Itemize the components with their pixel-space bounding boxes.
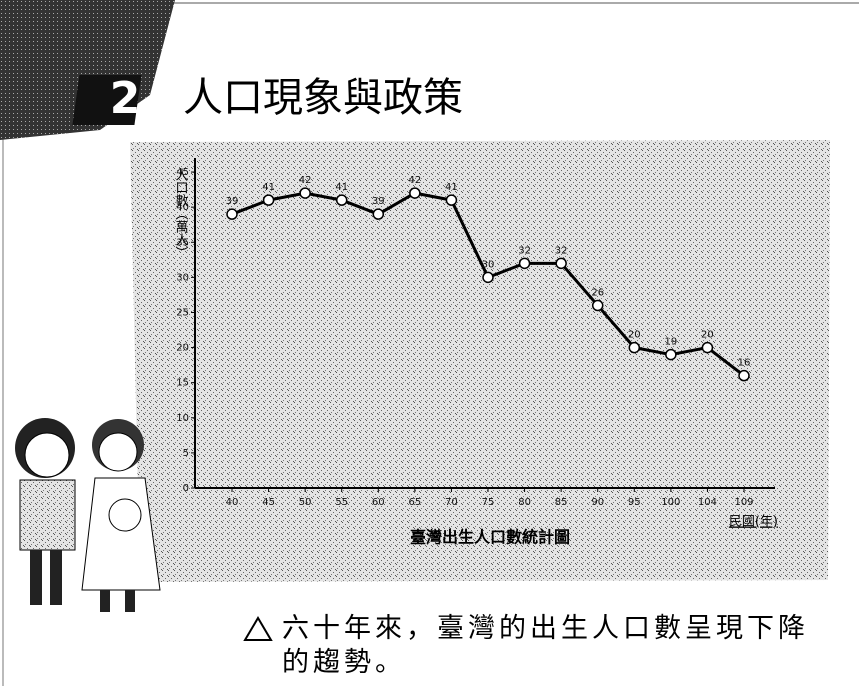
x-tick-label: 60 xyxy=(372,497,385,508)
x-tick-label: 65 xyxy=(408,497,421,508)
illustration xyxy=(15,418,160,612)
value-label: 42 xyxy=(408,175,421,186)
x-tick-label: 80 xyxy=(518,497,531,508)
y-tick-label: 20 xyxy=(176,343,189,354)
point xyxy=(520,258,530,268)
y-tick-label: 0 xyxy=(183,483,189,494)
point xyxy=(264,195,274,205)
value-label: 16 xyxy=(738,358,751,369)
x-tick-label: 70 xyxy=(445,497,458,508)
value-label: 41 xyxy=(335,182,348,193)
point xyxy=(483,272,493,282)
x-tick-label: 85 xyxy=(555,497,568,508)
value-label: 26 xyxy=(591,287,604,298)
point xyxy=(593,300,603,310)
point xyxy=(300,188,310,198)
point xyxy=(629,343,639,353)
value-label: 19 xyxy=(664,337,677,348)
value-label: 41 xyxy=(262,182,275,193)
chart-title: 臺灣出生人口數統計圖 xyxy=(410,528,570,547)
value-label: 32 xyxy=(518,245,531,256)
point xyxy=(739,371,749,381)
point xyxy=(556,258,566,268)
point xyxy=(373,209,383,219)
y-tick-label: 15 xyxy=(176,378,189,389)
section-number: 2 xyxy=(110,73,141,124)
y-tick-label: 25 xyxy=(176,307,189,318)
point xyxy=(227,209,237,219)
x-tick-label: 104 xyxy=(698,497,717,508)
caption-box: 六十年來，臺灣的出生人口數呈現下降的趨勢。 xyxy=(282,612,822,682)
value-label: 20 xyxy=(628,330,641,341)
caption-icon xyxy=(245,618,271,640)
value-label: 42 xyxy=(299,175,312,186)
point xyxy=(666,350,676,360)
point xyxy=(702,343,712,353)
value-label: 39 xyxy=(226,196,239,207)
value-label: 41 xyxy=(445,182,458,193)
point xyxy=(446,195,456,205)
value-label: 20 xyxy=(701,330,714,341)
x-tick-label: 95 xyxy=(628,497,641,508)
section-title: 人口現象與政策 xyxy=(183,75,463,121)
x-tick-label: 109 xyxy=(734,497,753,508)
y-tick-label: 5 xyxy=(183,448,189,459)
page: 2 人口現象與政策 六十年來，臺灣的出生人口數呈現下降的趨勢。 0 5 10 15 20… xyxy=(0,0,859,686)
y-axis-label: 人口數（萬人） xyxy=(173,168,189,259)
x-tick-label: 75 xyxy=(482,497,495,508)
y-tick-label: 30 xyxy=(176,272,189,283)
x-tick-label: 45 xyxy=(262,497,275,508)
value-label: 39 xyxy=(372,196,385,207)
x-tick-label: 40 xyxy=(226,497,239,508)
x-tick-label: 90 xyxy=(591,497,604,508)
point xyxy=(410,188,420,198)
x-tick-label: 50 xyxy=(299,497,312,508)
x-tick-label: 100 xyxy=(661,497,680,508)
x-axis-label: 民國(年) xyxy=(729,515,778,530)
point xyxy=(337,195,347,205)
y-tick-label: 10 xyxy=(176,413,189,424)
x-tick-label: 55 xyxy=(335,497,348,508)
value-label: 30 xyxy=(482,259,495,270)
caption: 六十年來，臺灣的出生人口數呈現下降的趨勢。 xyxy=(282,612,822,680)
value-label: 32 xyxy=(555,245,568,256)
